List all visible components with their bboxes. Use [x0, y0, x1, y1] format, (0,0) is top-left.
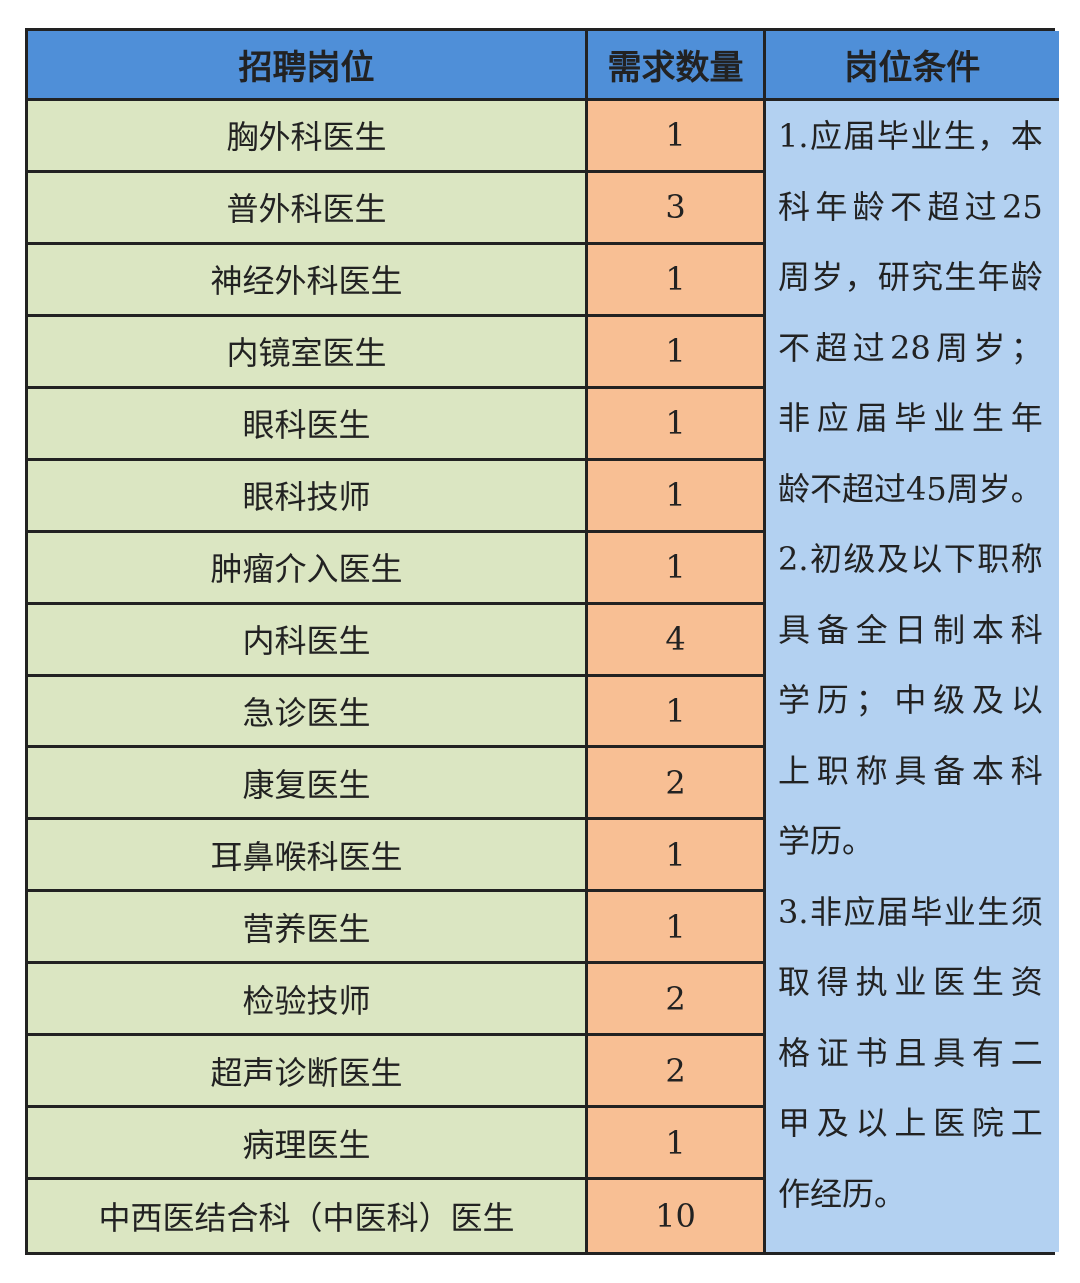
conditions-line: 学历。	[778, 822, 875, 860]
conditions-line: 格证书且具有二	[778, 1033, 1043, 1072]
count-cell: 2	[588, 964, 766, 1037]
count-cell: 10	[588, 1180, 766, 1252]
conditions-line: 1.应届毕业生，本	[778, 117, 1043, 155]
position-cell: 耳鼻喉科医生	[28, 820, 588, 893]
count-cell: 1	[588, 892, 766, 965]
conditions-line: 学历；中级及以	[778, 681, 1043, 719]
position-cell: 胸外科医生	[28, 101, 588, 173]
position-cell: 中西医结合科（中医科）医生	[28, 1180, 588, 1252]
count-cell: 1	[588, 676, 766, 749]
header-conditions: 岗位条件	[766, 31, 1059, 101]
position-cell: 营养医生	[28, 892, 588, 965]
count-cell: 4	[588, 604, 766, 677]
position-cell: 病理医生	[28, 1108, 588, 1181]
position-cell: 眼科医生	[28, 388, 588, 461]
count-cell: 1	[588, 1108, 766, 1181]
position-cell: 急诊医生	[28, 676, 588, 749]
conditions-line: 龄不超过45周岁。	[778, 469, 1043, 508]
conditions-line: 周岁，研究生年龄	[778, 258, 1043, 296]
conditions-line: 取得执业医生资	[778, 963, 1043, 1001]
position-cell: 肿瘤介入医生	[28, 532, 588, 605]
conditions-line: 非应届毕业生年	[778, 399, 1043, 437]
position-cell: 内镜室医生	[28, 316, 588, 389]
conditions-line: 甲及以上医院工	[778, 1104, 1043, 1142]
position-cell: 普外科医生	[28, 172, 588, 245]
count-cell: 2	[588, 748, 766, 821]
header-position: 招聘岗位	[28, 31, 588, 101]
position-cell: 超声诊断医生	[28, 1036, 588, 1109]
conditions-line: 具备全日制本科	[778, 610, 1043, 649]
conditions-line: 2.初级及以下职称	[778, 540, 1043, 578]
count-cell: 3	[588, 172, 766, 245]
position-cell: 神经外科医生	[28, 244, 588, 317]
position-cell: 内科医生	[28, 604, 588, 677]
conditions-line: 3.非应届毕业生须	[778, 892, 1043, 931]
recruitment-table: 招聘岗位 需求数量 岗位条件 1.应届毕业生，本 科年龄不超过25 周岁，研究生年龄…	[25, 28, 1059, 1255]
header-count: 需求数量	[588, 31, 766, 101]
conditions-line: 作经历。	[778, 1174, 907, 1213]
count-cell: 1	[588, 101, 766, 173]
count-cell: 1	[588, 820, 766, 893]
count-cell: 1	[588, 460, 766, 533]
count-cell: 1	[588, 532, 766, 605]
count-cell: 1	[588, 244, 766, 317]
position-cell: 眼科技师	[28, 460, 588, 533]
count-cell: 1	[588, 316, 766, 389]
count-cell: 2	[588, 1036, 766, 1109]
conditions-line: 科年龄不超过25	[778, 187, 1043, 226]
position-cell: 检验技师	[28, 964, 588, 1037]
conditions-line: 不超过28周岁；	[778, 328, 1043, 367]
count-cell: 1	[588, 388, 766, 461]
conditions-line: 上职称具备本科	[778, 751, 1043, 790]
conditions-cell: 1.应届毕业生，本 科年龄不超过25 周岁，研究生年龄 不超过28周岁； 非应届毕业生年…	[766, 101, 1059, 1252]
position-cell: 康复医生	[28, 748, 588, 821]
